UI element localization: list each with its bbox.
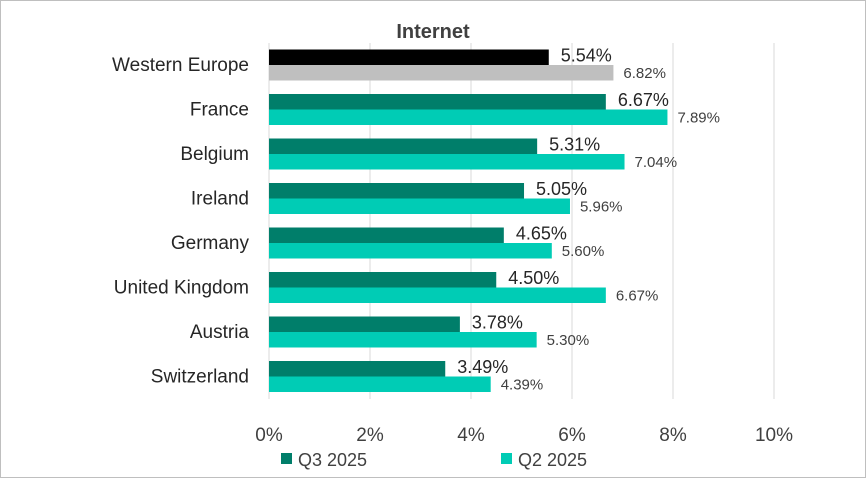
x-axis-ticks: 0% 2% 4% 6% 8% 10% <box>255 425 793 446</box>
bar-q3-2025 <box>269 138 538 154</box>
legend-swatch-q2 <box>501 453 512 464</box>
data-label-q3-2025: 3.49% <box>457 357 508 377</box>
category-label: United Kingdom <box>114 278 249 299</box>
legend: Q3 2025 Q2 2025 <box>281 450 587 470</box>
data-label-q2-2025: 4.39% <box>501 377 544 394</box>
category-label: Austria <box>190 322 250 343</box>
legend-label-q2: Q2 2025 <box>518 450 587 470</box>
bar-q3-2025 <box>269 183 525 199</box>
data-label-q3-2025: 3.78% <box>472 313 523 333</box>
bar-q2-2025 <box>269 376 491 392</box>
data-label-q3-2025: 5.54% <box>561 46 612 66</box>
data-label-q2-2025: 5.30% <box>547 332 590 349</box>
category-label: Ireland <box>191 189 249 210</box>
bar-q3-2025 <box>269 94 606 110</box>
bar-q3-2025 <box>269 227 504 243</box>
category-label: Western Europe <box>112 55 249 76</box>
bar-q2-2025 <box>269 198 570 214</box>
bar-q2-2025 <box>269 243 552 259</box>
data-label-q3-2025: 5.05% <box>536 179 587 199</box>
data-label-q2-2025: 7.04% <box>635 154 678 171</box>
legend-swatch-q3 <box>281 453 292 464</box>
data-label-q2-2025: 7.89% <box>677 110 720 127</box>
x-tick-label: 2% <box>356 425 384 446</box>
x-tick-label: 4% <box>457 425 485 446</box>
x-tick-label: 8% <box>659 425 687 446</box>
chart-title: Internet <box>396 21 470 43</box>
bar-q2-2025 <box>269 65 614 81</box>
data-label-q3-2025: 4.50% <box>508 268 559 288</box>
x-tick-label: 0% <box>255 425 283 446</box>
bar-q3-2025 <box>269 361 446 377</box>
x-tick-label: 10% <box>755 425 793 446</box>
data-label-q2-2025: 5.60% <box>562 243 605 260</box>
category-label: Germany <box>171 233 250 254</box>
category-labels: Western Europe France Belgium Ireland German… <box>112 55 249 388</box>
bar-q3-2025 <box>269 49 549 65</box>
category-label: France <box>190 100 249 121</box>
bar-q2-2025 <box>269 287 606 303</box>
bar-q3-2025 <box>269 272 497 288</box>
legend-label-q3: Q3 2025 <box>298 450 367 470</box>
category-label: Belgium <box>180 144 249 165</box>
bar-q3-2025 <box>269 316 460 332</box>
bars: 5.54% 6.82% 6.67% 7.89% 5.31% 7.04% 5.05%5.96%… <box>269 46 720 394</box>
data-label-q3-2025: 4.65% <box>516 224 567 244</box>
category-label: Switzerland <box>151 367 249 388</box>
x-tick-label: 6% <box>558 425 586 446</box>
data-label-q3-2025: 5.31% <box>549 135 600 155</box>
bar-q2-2025 <box>269 332 537 348</box>
bar-q2-2025 <box>269 154 625 170</box>
bar-q2-2025 <box>269 109 668 125</box>
data-label-q2-2025: 6.67% <box>616 288 659 305</box>
data-label-q2-2025: 5.96% <box>580 199 623 216</box>
data-label-q2-2025: 6.82% <box>623 65 666 82</box>
data-label-q3-2025: 6.67% <box>618 90 669 110</box>
